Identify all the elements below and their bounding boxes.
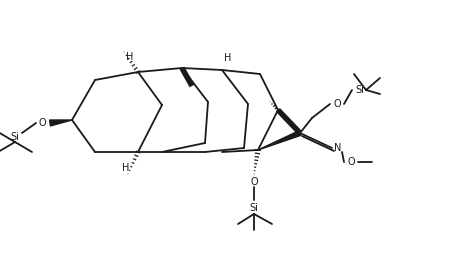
- Text: Si: Si: [356, 85, 365, 95]
- Text: O: O: [38, 118, 46, 128]
- Text: Si: Si: [10, 132, 20, 142]
- Text: H: H: [126, 52, 134, 62]
- Text: N: N: [334, 143, 342, 153]
- Text: O: O: [333, 99, 341, 109]
- Text: O: O: [347, 157, 355, 167]
- Text: O: O: [250, 177, 258, 187]
- Text: H: H: [122, 163, 129, 173]
- Polygon shape: [258, 131, 301, 150]
- Polygon shape: [50, 120, 72, 126]
- Text: Si: Si: [249, 203, 258, 213]
- Text: H: H: [224, 53, 232, 63]
